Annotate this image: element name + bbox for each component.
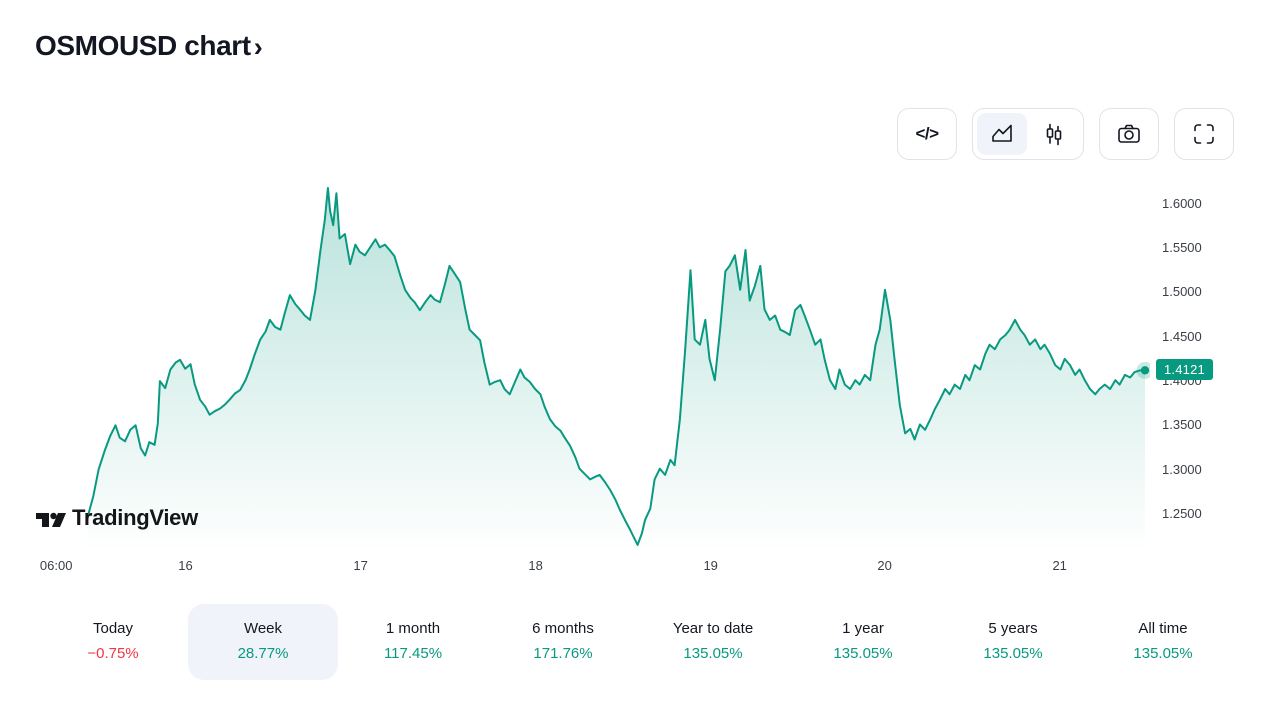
y-axis-label: 1.5500: [1162, 240, 1202, 256]
period-value: 135.05%: [683, 645, 743, 662]
x-axis-label: 20: [877, 558, 892, 573]
period-button-today[interactable]: Today −0.75%: [38, 604, 188, 680]
chart-style-switcher: [972, 108, 1084, 160]
period-selector: Today −0.75% Week 28.77% 1 month 117.45% 6 mon…: [38, 604, 1238, 680]
period-label: All time: [1138, 620, 1188, 637]
x-axis-label: 18: [528, 558, 543, 573]
candlestick-icon: [1046, 123, 1062, 146]
page-title: OSMOUSD chart: [35, 30, 251, 61]
period-value: −0.75%: [87, 645, 139, 662]
period-value: 135.05%: [833, 645, 893, 662]
period-value: 171.76%: [533, 645, 593, 662]
period-button-6-months[interactable]: 6 months 171.76%: [488, 604, 638, 680]
y-axis-label: 1.3500: [1162, 417, 1202, 433]
period-label: Week: [243, 620, 283, 637]
tradingview-wordmark: TradingView: [72, 505, 198, 530]
y-axis-label: 1.4500: [1162, 328, 1202, 344]
period-label: 1 year: [842, 620, 884, 637]
x-axis-label: 06:00: [39, 558, 73, 573]
period-value: 28.77%: [237, 645, 289, 662]
period-value: 135.05%: [1133, 645, 1193, 662]
period-value: 135.05%: [983, 645, 1043, 662]
tradingview-logo-icon: [36, 512, 66, 527]
price-chart[interactable]: [35, 180, 1150, 552]
period-button-1-month[interactable]: 1 month 117.45%: [338, 604, 488, 680]
area-fill: [88, 188, 1145, 552]
last-price-marker: [1140, 366, 1150, 375]
period-button-1-year[interactable]: 1 year 135.05%: [788, 604, 938, 680]
x-axis-label: 16: [178, 558, 193, 573]
period-value: 117.45%: [383, 645, 443, 662]
fullscreen-icon: [1194, 124, 1214, 144]
area-chart-icon: [992, 124, 1012, 142]
x-axis-label: 21: [1052, 558, 1067, 573]
code-icon: </>: [915, 124, 939, 143]
last-price-badge: 1.4121: [1156, 359, 1213, 381]
period-label: 6 months: [532, 620, 594, 637]
y-axis-label: 1.5000: [1162, 284, 1202, 300]
fullscreen-button[interactable]: [1174, 108, 1234, 160]
price-line: [87, 187, 1146, 546]
period-button-week[interactable]: Week 28.77%: [188, 604, 338, 680]
period-label: 5 years: [988, 620, 1038, 637]
chevron-right-icon: ›: [253, 31, 263, 62]
y-axis-label: 1.2500: [1162, 505, 1202, 521]
embed-code-button[interactable]: </>: [897, 108, 957, 160]
period-label: Year to date: [672, 620, 754, 637]
period-button-5-years[interactable]: 5 years 135.05%: [938, 604, 1088, 680]
period-button-all-time[interactable]: All time 135.05%: [1088, 604, 1238, 680]
period-label: 1 month: [385, 620, 441, 637]
period-button-year-to-date[interactable]: Year to date 135.05%: [638, 604, 788, 680]
snapshot-button[interactable]: [1099, 108, 1159, 160]
tradingview-logo-link[interactable]: TradingView: [35, 505, 198, 531]
x-axis-label: 17: [353, 558, 368, 573]
area-chart-style-button[interactable]: [977, 113, 1027, 155]
symbol-title-link[interactable]: OSMOUSD chart ›: [35, 30, 263, 62]
y-axis-label: 1.6000: [1162, 195, 1202, 211]
period-label: Today: [92, 620, 134, 637]
chart-toolbar: </>: [897, 108, 1234, 160]
candles-chart-style-button[interactable]: [1029, 113, 1079, 155]
x-axis-label: 19: [703, 558, 718, 573]
y-axis-label: 1.3000: [1162, 461, 1202, 477]
camera-icon: [1118, 124, 1140, 143]
